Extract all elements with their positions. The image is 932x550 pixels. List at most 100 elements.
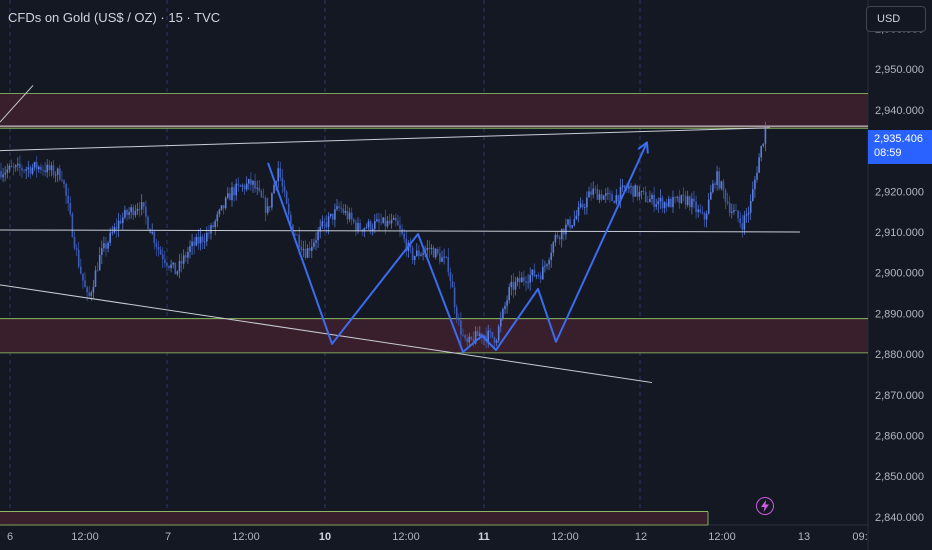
- candle-body: [460, 320, 462, 335]
- candle-body: [306, 248, 309, 258]
- candle-body: [676, 196, 678, 198]
- candle-body: [560, 228, 563, 240]
- zone-fill: [0, 511, 708, 525]
- candle-body: [65, 183, 67, 196]
- symbol-title[interactable]: CFDs on Gold (US$ / OZ) · 15 · TVC: [8, 10, 221, 25]
- candle-body: [756, 172, 758, 180]
- candle-body: [17, 163, 19, 166]
- candle-body: [119, 220, 122, 224]
- candle-body: [579, 203, 582, 208]
- candle-body: [113, 227, 116, 233]
- candle-body: [409, 242, 412, 248]
- candle-body: [581, 203, 584, 208]
- candle-body: [544, 265, 546, 267]
- flash-button[interactable]: [756, 497, 774, 515]
- candle-body: [187, 251, 189, 258]
- candle-body: [605, 193, 607, 196]
- candle-body: [350, 212, 353, 220]
- candle-body: [586, 197, 588, 208]
- candle-body: [441, 257, 443, 262]
- x-tick-label: 09:: [852, 531, 867, 543]
- candle-body: [241, 185, 244, 187]
- candle-body: [464, 335, 466, 339]
- candle-body: [0, 170, 2, 178]
- candle-body: [405, 238, 408, 252]
- candle-body: [136, 208, 139, 212]
- candle-body: [649, 198, 651, 203]
- candle-body: [680, 194, 683, 203]
- candle-body: [185, 255, 187, 258]
- candle-body: [25, 169, 27, 171]
- candle-body: [75, 248, 78, 250]
- candle-body: [575, 215, 578, 220]
- candle-body: [571, 225, 573, 228]
- candle-body: [470, 336, 473, 340]
- x-axis[interactable]: 6 12:00 7 12:00 10 12:00 11 12:00 12 12:00 13 09:: [7, 531, 868, 543]
- candle-body: [365, 227, 368, 229]
- candle-body: [298, 234, 300, 247]
- candle-body: [319, 226, 321, 232]
- candle-body: [248, 179, 250, 184]
- candle-body: [640, 190, 643, 192]
- candle-body: [338, 206, 340, 208]
- candle-body: [243, 185, 246, 190]
- y-tick-label: 2,910.000: [875, 227, 924, 239]
- candle-body: [271, 193, 273, 208]
- candle-body: [98, 255, 101, 271]
- candle-body: [269, 206, 271, 208]
- candle-body: [388, 220, 391, 224]
- candle-body: [399, 225, 401, 230]
- candle-body: [31, 167, 34, 174]
- x-tick-label: 11: [478, 531, 490, 543]
- candle-body: [38, 166, 40, 170]
- candle-body: [63, 180, 65, 184]
- candle-body: [691, 198, 693, 208]
- candle-body: [502, 308, 504, 319]
- candle-body: [754, 179, 756, 190]
- candle-body: [710, 192, 712, 200]
- candle-body: [77, 249, 80, 267]
- candle-body: [758, 157, 760, 173]
- candle-body: [569, 219, 571, 228]
- candle-body: [166, 262, 168, 267]
- candle-body: [546, 264, 548, 266]
- candle-body: [686, 196, 689, 205]
- y-tick-label: 2,940.000: [875, 105, 924, 117]
- candle-body: [201, 236, 204, 242]
- candle-body: [728, 203, 731, 213]
- candle-body: [348, 212, 351, 220]
- candle-body: [355, 222, 357, 231]
- candle-body: [61, 179, 63, 181]
- candle-body: [762, 143, 765, 146]
- candle-body: [432, 247, 435, 258]
- candle-body: [701, 212, 704, 214]
- candle-body: [657, 201, 660, 205]
- candle-body: [384, 217, 387, 227]
- currency-button[interactable]: USD: [866, 6, 926, 32]
- candle-body: [476, 331, 479, 337]
- candle-body: [416, 250, 418, 257]
- candle-body: [285, 191, 288, 204]
- zone-fill: [0, 318, 868, 353]
- candle-body: [663, 202, 666, 209]
- candle-body: [611, 194, 613, 201]
- candle-body: [273, 185, 275, 194]
- candle-body: [86, 287, 88, 293]
- candle-body: [84, 280, 86, 288]
- candle-body: [170, 264, 172, 269]
- candle-body: [327, 216, 330, 228]
- candle-body: [164, 259, 166, 263]
- candle-body: [510, 281, 513, 288]
- y-tick-label: 2,920.000: [875, 186, 924, 198]
- y-axis[interactable]: 2,960.0002,950.0002,940.0002,930.0002,92…: [875, 23, 924, 523]
- candle-body: [197, 236, 200, 244]
- y-tick-label: 2,950.000: [875, 64, 924, 76]
- candle-body: [304, 248, 307, 258]
- candle-body: [46, 164, 48, 173]
- candle-body: [218, 209, 221, 215]
- candle-body: [128, 212, 130, 215]
- candle-body: [720, 181, 723, 189]
- candle-body: [264, 197, 267, 213]
- candle-body: [491, 331, 494, 338]
